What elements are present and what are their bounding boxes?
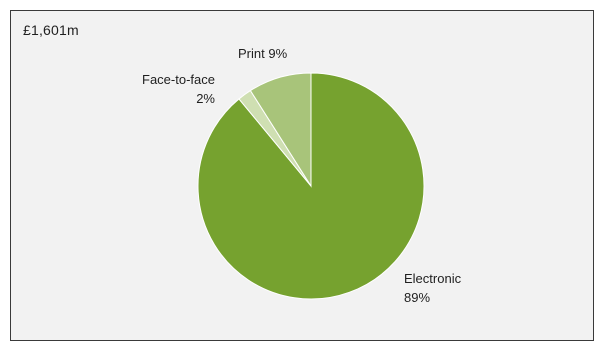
slice-label-electronic: Electronic <box>404 271 462 286</box>
slice-label-print: Print 9% <box>238 46 288 61</box>
slice-label-face-to-face-value: 2% <box>196 91 215 106</box>
pie-chart: Electronic 89% Face-to-face 2% Print 9% <box>142 46 462 305</box>
pie-slice-print <box>249 72 312 188</box>
slice-label-face-to-face: Face-to-face <box>142 72 215 87</box>
chart-frame: £1,601m Electronic 89% Face-to-face 2% Print… <box>10 10 594 341</box>
slice-label-electronic-value: 89% <box>404 290 430 305</box>
chart-title: £1,601m <box>23 22 79 38</box>
